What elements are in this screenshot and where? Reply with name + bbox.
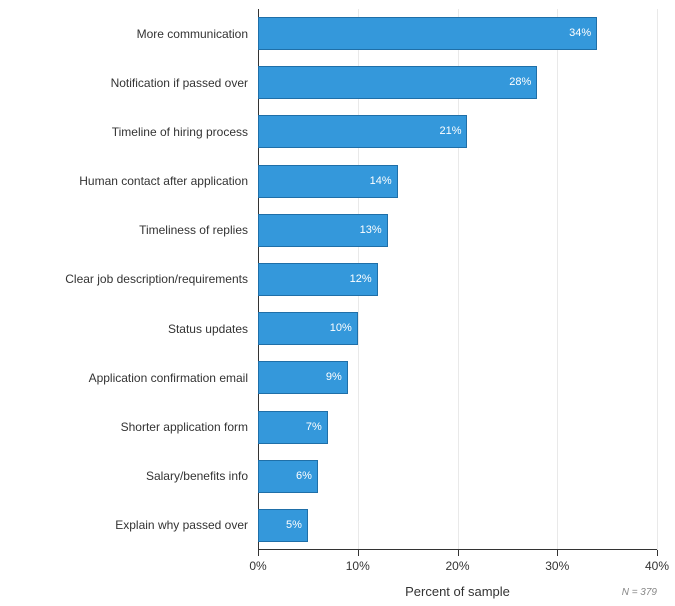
bar [258, 66, 537, 99]
sample-size-note: N = 379 [622, 587, 657, 598]
category-label: Status updates [168, 322, 248, 336]
x-tick [458, 550, 459, 556]
bar-value-label: 34% [569, 27, 591, 39]
bar-value-label: 6% [296, 470, 312, 482]
category-label: Timeliness of replies [139, 223, 248, 237]
x-axis-title: Percent of sample [258, 584, 657, 599]
category-label: More communication [137, 27, 248, 41]
x-tick-label: 40% [632, 559, 675, 573]
x-tick-label: 0% [233, 559, 283, 573]
bar-chart: 34% 28% 21% 14% 13% 12% 10% 9% 7% 6% 5% More commun… [0, 0, 675, 606]
bar-value-label: 21% [439, 125, 461, 137]
bar-value-label: 7% [306, 421, 322, 433]
category-label: Shorter application form [121, 420, 248, 434]
category-label: Human contact after application [79, 174, 248, 188]
bar-value-label: 13% [360, 224, 382, 236]
category-label: Application confirmation email [89, 371, 248, 385]
category-label: Clear job description/requirements [65, 272, 248, 286]
bar-value-label: 14% [370, 175, 392, 187]
x-tick [557, 550, 558, 556]
category-label: Notification if passed over [111, 76, 248, 90]
gridline [657, 9, 658, 550]
x-tick [358, 550, 359, 556]
bar [258, 115, 467, 148]
bar-value-label: 5% [286, 519, 302, 531]
bar-value-label: 9% [326, 371, 342, 383]
category-label: Timeline of hiring process [112, 125, 248, 139]
bar-value-label: 12% [350, 273, 372, 285]
x-tick [258, 550, 259, 556]
category-label: Explain why passed over [115, 518, 248, 532]
bar-value-label: 10% [330, 322, 352, 334]
bar [258, 17, 597, 50]
category-label: Salary/benefits info [146, 469, 248, 483]
x-tick-label: 20% [433, 559, 483, 573]
x-tick-label: 30% [532, 559, 582, 573]
bar-value-label: 28% [509, 76, 531, 88]
plot-area: 34% 28% 21% 14% 13% 12% 10% 9% 7% 6% 5% [258, 9, 657, 550]
x-tick [657, 550, 658, 556]
gridline [557, 9, 558, 550]
x-tick-label: 10% [333, 559, 383, 573]
